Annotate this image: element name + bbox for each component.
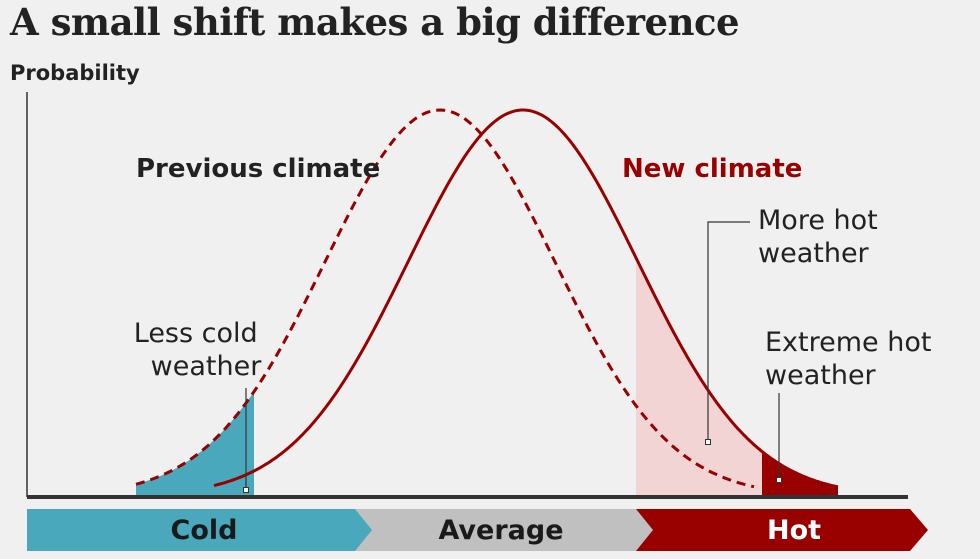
previous-climate-label: Previous climate: [136, 154, 380, 184]
new-climate-curve: [213, 108, 839, 489]
extreme-hot-weather-line-2: weather: [765, 360, 877, 391]
more-hot-weather-marker: [705, 439, 711, 445]
average-band: [340, 509, 672, 551]
more-hot-weather-leader: [707, 221, 750, 442]
more-hot-weather-line-2: weather: [758, 238, 870, 269]
more-hot-weather-line-1: More hot: [758, 205, 878, 236]
y-axis-label: Probability: [10, 61, 140, 85]
hot-band: [636, 509, 928, 551]
cold-label: Cold: [171, 515, 238, 546]
less-cold-weather-label: Less cold weather: [134, 318, 267, 382]
page-title: A small shift makes a big difference: [10, 0, 740, 44]
extreme-hot-weather-area: [762, 451, 838, 496]
extreme-hot-weather-marker: [776, 477, 782, 483]
average-label: Average: [438, 515, 563, 546]
cold-band: [27, 509, 372, 551]
hot-label: Hot: [767, 515, 821, 546]
less-cold-weather-line-1: Less cold: [134, 318, 258, 349]
extreme-hot-weather-line-1: Extreme hot: [765, 327, 931, 358]
less-cold-weather-line-2: weather: [151, 351, 263, 382]
more-hot-weather-label: More hot weather: [758, 205, 886, 269]
more-hot-weather-area: [636, 257, 838, 496]
previous-climate-curve: [135, 108, 755, 489]
less-cold-weather-area: [136, 391, 254, 496]
new-climate-label: New climate: [622, 154, 802, 184]
extreme-hot-weather-label: Extreme hot weather: [765, 327, 940, 391]
less-cold-weather-marker: [243, 487, 249, 493]
